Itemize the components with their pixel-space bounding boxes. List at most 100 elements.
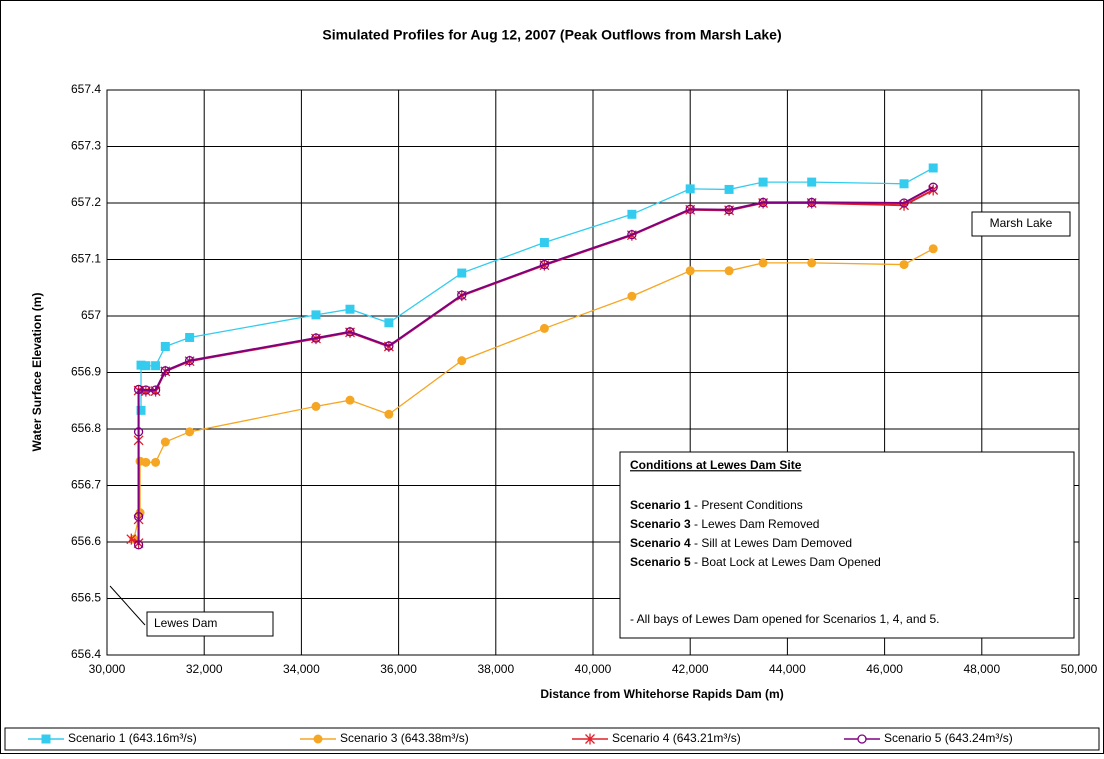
x-axis-label: Distance from Whitehorse Rapids Dam (m) [540, 687, 783, 701]
annotation: Lewes Dam [154, 616, 217, 630]
marker [928, 182, 938, 192]
marker [345, 395, 355, 405]
marker [724, 184, 734, 194]
note: - All bays of Lewes Dam opened for Scena… [630, 612, 940, 626]
marker [807, 258, 817, 268]
x-tick-label: 38,000 [477, 662, 514, 676]
annotation: Marsh Lake [990, 216, 1053, 230]
legend-label: Scenario 3 (643.38m³/s) [340, 731, 469, 745]
condition-text: - Lewes Dam Removed [691, 517, 820, 531]
legend-marker [857, 734, 867, 744]
marker [345, 327, 355, 337]
condition-line: Scenario 3 - Lewes Dam Removed [630, 517, 819, 531]
marker [133, 540, 144, 550]
condition-scenario: Scenario 5 [630, 555, 691, 569]
marker [928, 163, 938, 173]
marker [133, 427, 144, 437]
marker [185, 332, 195, 342]
marker [627, 291, 637, 301]
legend-box [4, 727, 1100, 751]
y-tick-label: 657.3 [71, 139, 101, 153]
legend-label: Scenario 1 (643.16m³/s) [68, 731, 197, 745]
marker [136, 405, 146, 415]
x-tick-label: 48,000 [963, 662, 1000, 676]
marker [899, 260, 909, 270]
marker [758, 197, 768, 208]
marker [807, 197, 817, 208]
marker [151, 361, 161, 371]
marker [133, 511, 144, 522]
marker [685, 184, 695, 194]
x-tick-label: 44,000 [769, 662, 806, 676]
marker [141, 385, 151, 395]
marker [151, 457, 161, 467]
conditions-box [619, 451, 1075, 639]
marker [185, 427, 195, 437]
marker [141, 457, 151, 467]
pointer-line [109, 585, 146, 626]
legend-marker [313, 734, 323, 744]
marker [724, 205, 734, 215]
condition-text: - Sill at Lewes Dam Demoved [691, 536, 852, 550]
marker [457, 268, 467, 278]
series-line [137, 186, 934, 545]
condition-scenario: Scenario 1 [630, 498, 691, 512]
marker [311, 333, 321, 343]
marker [345, 304, 355, 314]
y-tick-label: 656.6 [71, 534, 101, 548]
marker [384, 409, 394, 419]
x-tick-label: 46,000 [866, 662, 903, 676]
marker [160, 437, 170, 447]
marker [807, 177, 817, 187]
marker [141, 361, 151, 371]
marker [184, 355, 195, 366]
y-tick-label: 656.7 [71, 478, 101, 492]
y-tick-label: 657.2 [71, 195, 101, 209]
marker [160, 366, 170, 376]
condition-line: Scenario 4 - Sill at Lewes Dam Demoved [630, 536, 852, 550]
legend-label: Scenario 5 (643.24m³/s) [884, 731, 1013, 745]
x-tick-label: 36,000 [380, 662, 417, 676]
marker [133, 384, 144, 395]
y-tick-label: 656.5 [71, 591, 101, 605]
marker [136, 360, 146, 370]
y-tick-label: 657 [81, 308, 101, 322]
marker [899, 179, 909, 189]
marker [126, 533, 137, 545]
chart-title: Simulated Profiles for Aug 12, 2007 (Pea… [322, 27, 781, 43]
legend-marker [585, 733, 595, 745]
y-tick-label: 656.4 [71, 647, 101, 661]
legend-marker [41, 734, 51, 744]
condition-text: - Boat Lock at Lewes Dam Opened [691, 555, 881, 569]
marker [627, 229, 637, 240]
marker [457, 356, 467, 366]
marker [311, 401, 321, 411]
marker [928, 184, 939, 196]
marker [539, 323, 549, 333]
legend-label: Scenario 4 (643.21m³/s) [612, 731, 741, 745]
marker [539, 238, 549, 248]
condition-scenario: Scenario 3 [630, 517, 691, 531]
marker [384, 341, 394, 351]
condition-scenario: Scenario 4 [630, 536, 691, 550]
marker [160, 342, 170, 352]
y-tick-label: 656.8 [71, 421, 101, 435]
x-tick-label: 34,000 [283, 662, 320, 676]
marker [758, 258, 768, 268]
marker [758, 177, 768, 187]
x-tick-label: 40,000 [575, 662, 612, 676]
y-axis-label: Water Surface Elevation (m) [30, 293, 44, 452]
condition-line: Scenario 5 - Boat Lock at Lewes Dam Open… [630, 555, 881, 569]
condition-text: - Present Conditions [691, 498, 803, 512]
x-tick-label: 50,000 [1061, 662, 1098, 676]
condition-line: Scenario 1 - Present Conditions [630, 498, 803, 512]
annotation-box [971, 211, 1071, 237]
marker [724, 266, 734, 276]
marker [685, 204, 695, 214]
x-tick-label: 32,000 [186, 662, 223, 676]
marker [899, 198, 909, 208]
marker [384, 318, 394, 328]
x-tick-label: 30,000 [89, 662, 126, 676]
marker [627, 209, 637, 219]
